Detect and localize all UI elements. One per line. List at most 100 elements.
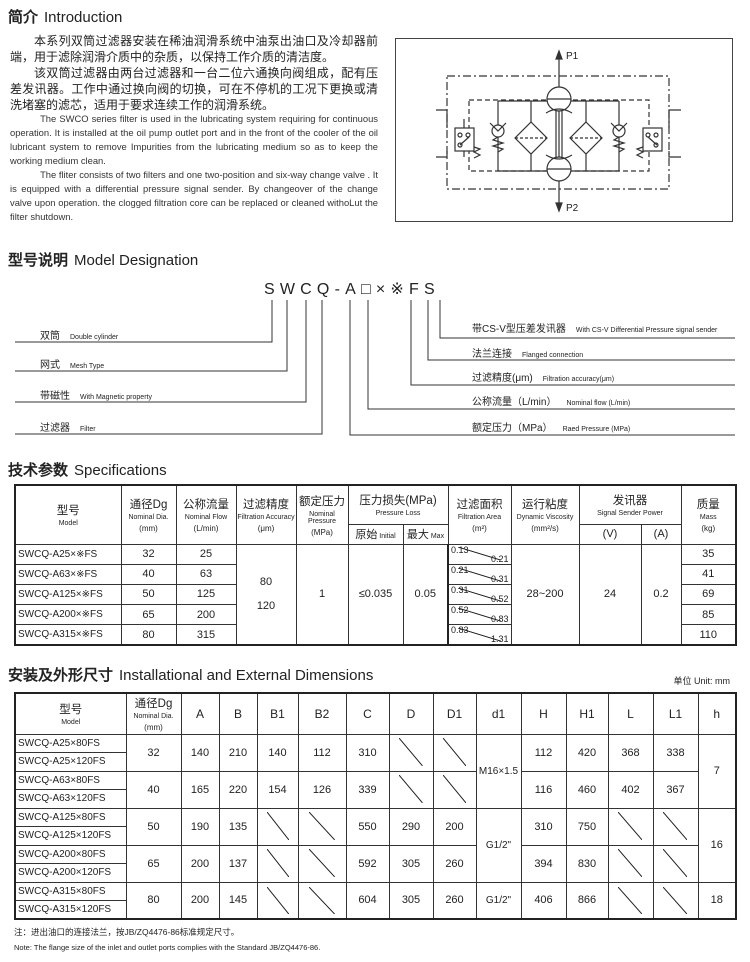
model-cell: SWCQ-A125×※FS <box>14 583 122 606</box>
valve-arcs <box>545 108 573 160</box>
d-cell-empty <box>388 733 434 772</box>
header-flow-text: 公称流量 <box>183 499 229 512</box>
h-cell: 310 <box>520 807 567 846</box>
header-row: 型号 Model 通径Dg Nominal Dia. (mm) 公称流量 Nominal F… <box>14 484 737 545</box>
designation-zh: 带CS-V型压差发讯器 <box>472 324 566 335</box>
table-row: SWCQ-A25×※FS 32 25 80 120 1 ≤0.035 0.05 0.13 0.21… <box>14 543 737 646</box>
dg-cell: 80 <box>125 881 182 920</box>
c-cell: 339 <box>345 770 390 809</box>
model-cell: SWCQ-A25×120FS <box>14 752 127 772</box>
header-loss-max: 最大 Max <box>402 523 449 545</box>
area-min: 0.31 <box>451 584 469 595</box>
b-cell: 210 <box>218 733 258 772</box>
leader-line <box>410 300 735 386</box>
table-row: SWCQ-A315×80FS 80 200 145 604 305 260 G1/2" 406 8… <box>14 881 737 920</box>
d1-cell-empty <box>432 733 477 772</box>
d-cell-empty <box>388 770 434 809</box>
b-cell: 135 <box>218 807 258 846</box>
table-row: SWCQ-A315×120FS <box>14 900 736 920</box>
port-p1-label: P1 <box>566 51 579 62</box>
header-d1: d1 <box>475 692 522 735</box>
a-cell: 200 <box>180 881 220 920</box>
header-b2: B2 <box>297 692 347 735</box>
header-model-text: 型号 <box>56 505 80 518</box>
b1-cell: 154 <box>256 770 299 809</box>
header-h: H <box>520 692 567 735</box>
h1-cell: 750 <box>565 807 609 846</box>
h1-cell: 460 <box>565 770 609 809</box>
flow-cell: 200 <box>175 604 237 626</box>
leader-line <box>439 300 735 339</box>
dg-cell: 65 <box>125 844 182 883</box>
loss-max-cell: 0.05 <box>402 543 449 646</box>
header-loss-initial: 原始 Initial <box>347 523 404 545</box>
b2-cell: 112 <box>297 733 347 772</box>
c-cell: 310 <box>345 733 390 772</box>
b-cell: 220 <box>218 770 258 809</box>
header-a: A <box>180 692 220 735</box>
designation-zh: 网式 <box>40 360 60 371</box>
switch-right-lines <box>668 109 681 158</box>
a-cell: 200 <box>180 844 220 883</box>
header-b: B <box>218 692 258 735</box>
port-p2-label: P2 <box>566 203 579 214</box>
table-row: SWCQ-A25×80FS 32 140 210 140 112 310 M16×1.5 112… <box>14 733 737 809</box>
designation-en: Mesh Type <box>70 363 105 370</box>
area-cell: 0.13 0.21 <box>447 543 512 565</box>
b-cell: 137 <box>218 844 258 883</box>
header-d1: D1 <box>432 692 477 735</box>
model-cell: SWCQ-A63×※FS <box>14 563 122 585</box>
spring-right-icon <box>611 136 627 153</box>
designation-en: Raed Pressure (MPa) <box>562 426 631 433</box>
loss-initial-zh: 原始 <box>355 529 378 541</box>
area-min: 0.13 <box>451 544 469 555</box>
model-cell: SWCQ-A200×※FS <box>14 604 122 626</box>
viscosity-cell: 28~200 <box>510 543 580 646</box>
dg-cell: 65 <box>120 604 177 626</box>
leader-line <box>427 300 735 361</box>
table-row: SWCQ-A200×80FS 65 200 137 592 305 260 394 830 <box>14 844 736 883</box>
model-cell: SWCQ-A25×※FS <box>14 543 122 565</box>
dg-cell: 32 <box>120 543 177 565</box>
header-model: 型号 Model <box>14 692 127 735</box>
mass-cell: 41 <box>680 563 737 585</box>
h1-cell: 830 <box>565 844 609 883</box>
voltage-cell: 24 <box>578 543 642 646</box>
valve-lines <box>547 98 571 170</box>
accuracy-value: 80 <box>259 576 273 589</box>
switch-left-lines <box>436 109 465 158</box>
header-current: (A) <box>640 523 682 545</box>
designation-item: 网式 Mesh Type <box>40 356 104 371</box>
header-model-text: Model <box>58 520 78 528</box>
table-row: SWCQ-A63×※FS 40 63 0.21 0.31 41 <box>14 563 737 585</box>
l1-cell-empty <box>652 807 699 846</box>
hydraulic-schematic: P1 P2 <box>395 38 733 222</box>
arrow-down-icon <box>555 202 563 213</box>
specs-title-zh: 技术参数 <box>8 462 69 479</box>
accuracy-cell: 80 120 <box>235 543 297 646</box>
dg-cell: 50 <box>120 583 177 606</box>
header-loss: 压力损失(MPa) Pressure Loss <box>347 484 449 525</box>
designation-item: 带CS-V型压差发讯器 With CS-V Differential Pressu… <box>472 320 717 335</box>
intro-paragraph-en: The fliter consists of two filters and o… <box>10 169 378 222</box>
table-row: SWCQ-A315×※FS 80 315 0.83 1.31 110 <box>14 624 737 646</box>
flow-cell: 315 <box>175 624 237 646</box>
header-accuracy-text: 过滤精度 <box>243 499 289 512</box>
unit-label: 单位 Unit: mm <box>673 676 730 686</box>
designation-en: With CS-V Differential Pressure signal s… <box>575 327 718 334</box>
l1-cell-empty <box>652 881 699 920</box>
table-row: SWCQ-A200×※FS 65 200 0.52 0.83 85 <box>14 604 737 626</box>
h-cell: 116 <box>520 770 567 809</box>
intro-paragraph-zh: 该双筒过滤器由两台过滤器和一台二位六通换向阀组成，配有压差发讯器。工作中通过换向… <box>10 66 378 112</box>
model-cell: SWCQ-A315×120FS <box>14 900 127 920</box>
header-pressure-text: Nominal Pressure <box>307 510 336 525</box>
header-row: 原始 Initial 最大 Max (V) (A) <box>15 523 736 545</box>
area-cell: 0.31 0.52 <box>447 583 512 606</box>
leader-line <box>15 300 307 403</box>
header-b1: B1 <box>256 692 299 735</box>
header-accuracy-text: (μm) <box>257 524 275 534</box>
designation-zh: 过滤器 <box>40 423 70 434</box>
spring-switch-right <box>635 146 645 159</box>
d1-cell: G1/2" <box>475 881 522 920</box>
b1-cell-empty <box>256 844 299 883</box>
